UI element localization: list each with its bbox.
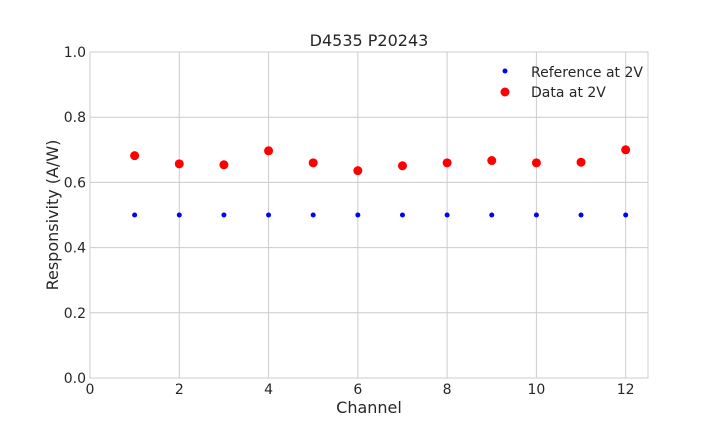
- x-tick-label: 6: [353, 382, 362, 398]
- reference-point-ch12: [623, 212, 629, 218]
- x-tick-label: 0: [86, 382, 95, 398]
- points: [130, 145, 631, 218]
- y-tick-label: 0.8: [64, 110, 86, 126]
- x-axis-label: Channel: [336, 398, 402, 417]
- legend-marker-data: [500, 87, 510, 97]
- reference-point-ch5: [310, 212, 316, 218]
- plot-frame: [89, 51, 649, 379]
- data-point-ch10: [531, 158, 541, 168]
- reference-point-ch11: [578, 212, 584, 218]
- reference-point-ch3: [221, 212, 227, 218]
- y-tick-label: 0.4: [64, 241, 86, 257]
- x-tick-label: 8: [443, 382, 452, 398]
- data-point-ch8: [442, 158, 452, 168]
- x-tick-label: 10: [527, 382, 545, 398]
- data-point-ch5: [308, 158, 318, 168]
- data-point-ch11: [576, 157, 586, 167]
- legend-marker-reference: [502, 68, 508, 74]
- data-point-ch6: [353, 166, 363, 176]
- reference-point-ch6: [355, 212, 361, 218]
- data-point-ch9: [487, 156, 497, 166]
- y-axis-label: Responsivity (A/W): [43, 140, 62, 291]
- x-tick-label: 4: [264, 382, 273, 398]
- data-point-ch1: [130, 151, 140, 161]
- y-tick-label: 1.0: [64, 45, 86, 61]
- y-tick-label: 0.6: [64, 175, 86, 191]
- reference-point-ch7: [399, 212, 405, 218]
- reference-point-ch10: [533, 212, 539, 218]
- y-tick-label: 0.2: [64, 306, 86, 322]
- data-point-ch7: [397, 161, 407, 171]
- x-tick-label: 12: [617, 382, 635, 398]
- reference-point-ch2: [176, 212, 182, 218]
- ticks: 0 2 4 6 8 10 12 0.0 0.2 0.4 0.6 0.8 1.0: [64, 45, 635, 398]
- data-point-ch12: [621, 145, 631, 155]
- reference-point-ch9: [489, 212, 495, 218]
- reference-point-ch4: [266, 212, 272, 218]
- x-tick-label: 2: [175, 382, 184, 398]
- reference-point-ch1: [132, 212, 138, 218]
- legend-label-data: Data at 2V: [531, 85, 606, 101]
- data-point-ch2: [174, 159, 184, 169]
- legend-label-reference: Reference at 2V: [531, 65, 643, 81]
- chart-title: D4535 P20243: [310, 31, 429, 50]
- reference-point-ch8: [444, 212, 450, 218]
- y-tick-label: 0.0: [64, 371, 86, 387]
- data-point-ch4: [264, 146, 274, 156]
- data-point-ch3: [219, 160, 229, 170]
- legend: Reference at 2V Data at 2V: [500, 65, 643, 101]
